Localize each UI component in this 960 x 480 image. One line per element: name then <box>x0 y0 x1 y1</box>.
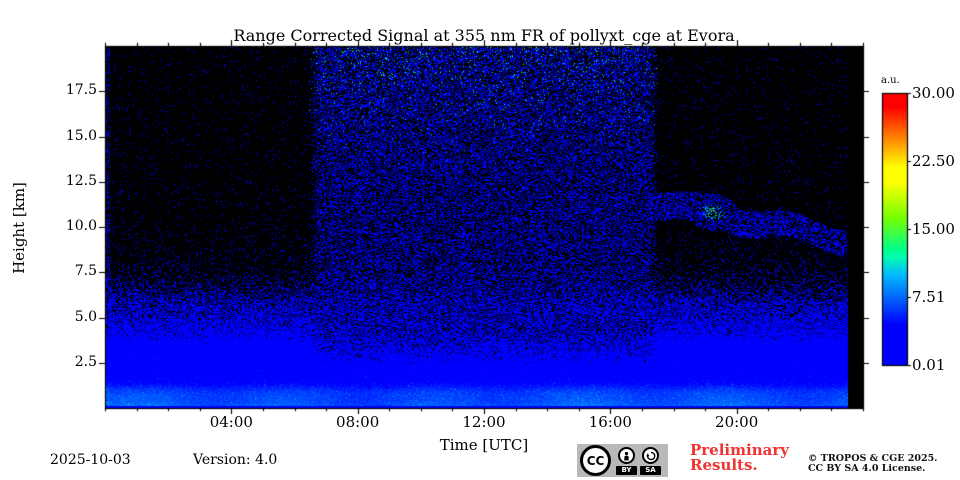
preliminary-results-notice: Preliminary Results. <box>690 441 789 474</box>
colorbar-unit-label: a.u. <box>881 75 900 86</box>
colorbar-tick-label: 0.01 <box>912 356 946 374</box>
x-tick-label: 12:00 <box>462 413 506 431</box>
cc-by-person-icon <box>618 447 635 464</box>
y-tick-label: 5.0 <box>74 308 97 325</box>
y-tick-label: 12.5 <box>65 172 97 189</box>
x-axis-label: Time [UTC] <box>439 436 529 454</box>
version-label: Version: 4.0 <box>193 452 278 468</box>
y-tick-label: 10.0 <box>65 218 97 234</box>
y-tick-label: 7.5 <box>74 263 97 280</box>
x-tick-label: 04:00 <box>209 413 253 431</box>
copyright-notice: © TROPOS & CGE 2025. CC BY SA 4.0 Licens… <box>808 454 938 474</box>
measurement-date: 2025-10-03 <box>50 452 131 468</box>
y-tick-label: 17.5 <box>65 82 97 99</box>
cc-sa-label: SA <box>640 466 661 475</box>
copyright-line2: CC BY SA 4.0 License. <box>808 463 926 474</box>
cc-by-label: BY <box>616 466 637 475</box>
y-tick-label: 2.5 <box>74 353 97 370</box>
y-axis-label: Height [km] <box>10 182 28 274</box>
colorbar-tick-label: 7.51 <box>912 287 946 306</box>
copyright-line1: © TROPOS & CGE 2025. <box>808 453 938 464</box>
cc-icon-text: CC <box>586 453 605 468</box>
cc-icon: CC <box>580 445 611 476</box>
y-tick-label: 15.0 <box>65 127 97 144</box>
x-tick-label: 08:00 <box>336 413 380 431</box>
cc-sa-arrow-icon <box>642 447 659 464</box>
cc-by-sa-badge: CC BY SA <box>577 444 668 477</box>
colorbar-tick-label: 30.00 <box>912 84 955 102</box>
x-tick-label: 20:00 <box>715 413 759 431</box>
chart-title: Range Corrected Signal at 355 nm FR of p… <box>233 26 735 45</box>
colorbar-tick-label: 15.00 <box>912 220 955 239</box>
colorbar-tick-label: 22.50 <box>912 152 955 171</box>
x-tick-label: 16:00 <box>588 413 632 431</box>
